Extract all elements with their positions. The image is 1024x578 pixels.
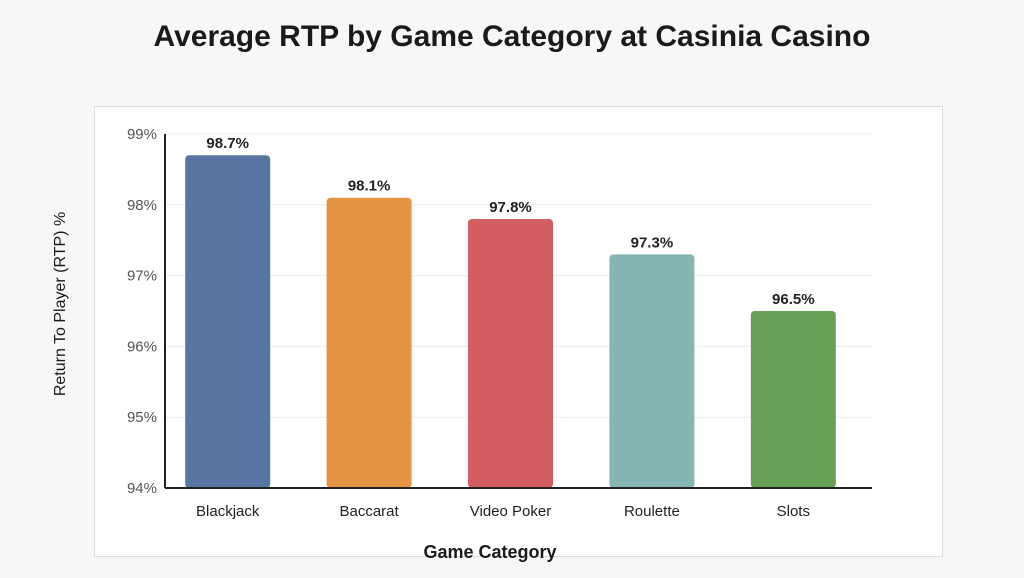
- bar-video-poker: [468, 218, 553, 488]
- bar-blackjack: [185, 155, 271, 489]
- y-axis-label: Return To Player (RTP) %: [52, 212, 69, 396]
- y-tick-label: 98%: [127, 197, 157, 214]
- y-tick-labels: 94% 95% 96% 97% 98% 99%: [127, 126, 157, 497]
- x-axis-label: Game Category: [423, 542, 556, 562]
- x-tick-label: Video Poker: [470, 503, 551, 520]
- bar-slots: [750, 311, 836, 488]
- x-tick-label: Blackjack: [196, 503, 260, 520]
- bars: [185, 155, 836, 489]
- value-label: 97.3%: [631, 234, 674, 251]
- x-tick-label: Baccarat: [339, 503, 399, 520]
- y-tick-label: 99%: [127, 126, 157, 143]
- chart-title: Average RTP by Game Category at Casinia …: [153, 20, 871, 53]
- y-tick-label: 94%: [127, 480, 157, 497]
- value-label: 98.1%: [348, 178, 391, 195]
- y-tick-label: 97%: [127, 268, 157, 285]
- x-tick-labels: Blackjack Baccarat Video Poker Roulette Slot…: [196, 503, 810, 520]
- value-label: 96.5%: [772, 291, 815, 308]
- value-label: 97.8%: [489, 199, 532, 216]
- x-tick-label: Slots: [777, 503, 810, 520]
- value-label: 98.7%: [206, 135, 249, 152]
- x-tick-label: Roulette: [624, 503, 680, 520]
- value-labels: 98.7% 98.1% 97.8% 97.3% 96.5%: [206, 135, 814, 308]
- y-tick-label: 95%: [127, 409, 157, 426]
- bar-baccarat: [326, 197, 412, 488]
- y-tick-label: 96%: [127, 338, 157, 355]
- bar-roulette: [609, 254, 695, 488]
